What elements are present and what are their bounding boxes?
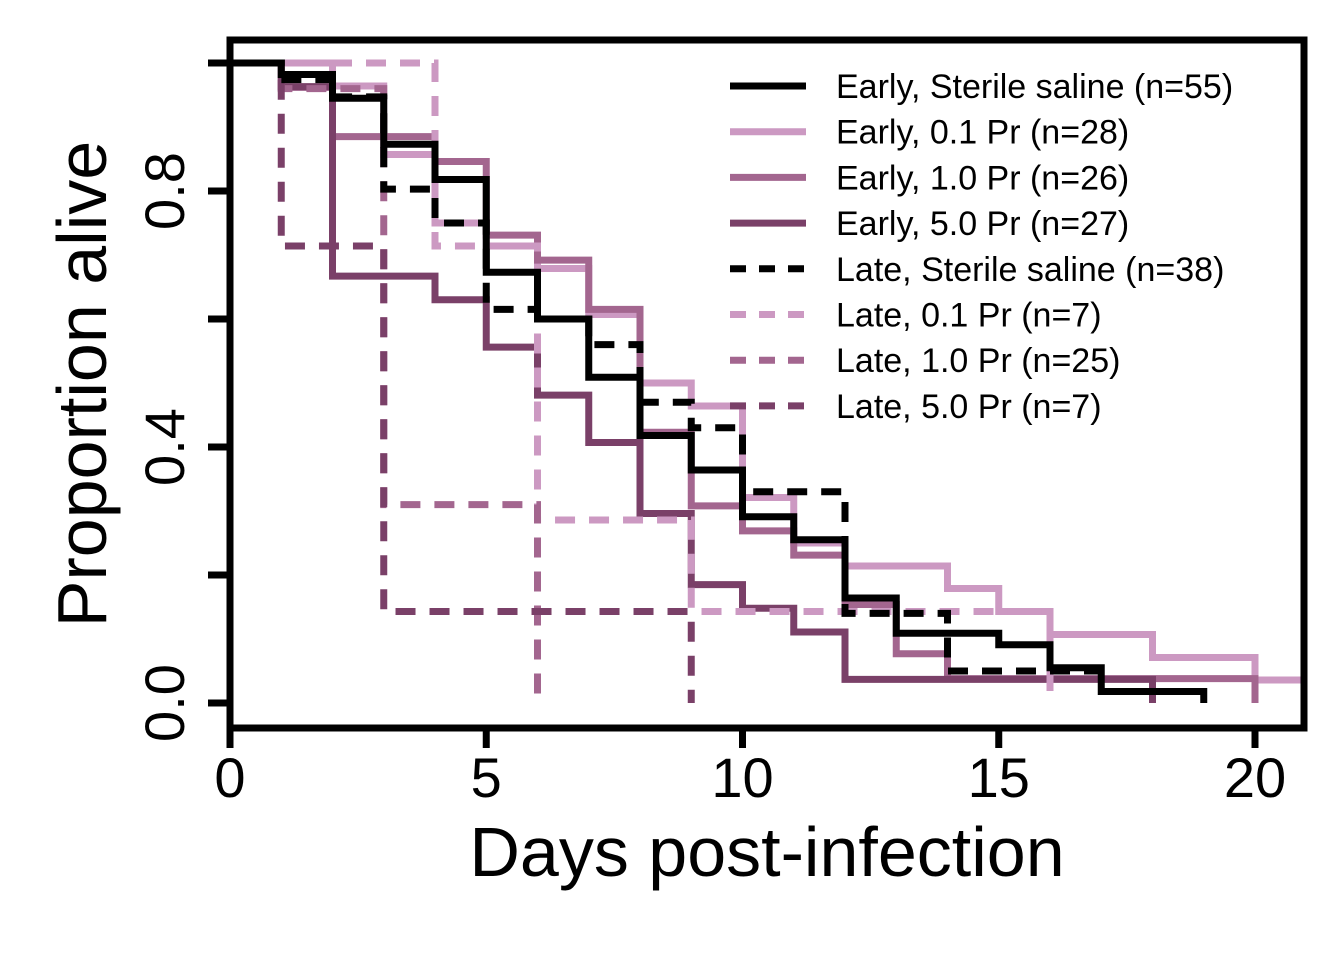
y-tick-label: 0.8 <box>133 152 196 230</box>
legend-label: Late, 0.1 Pr (n=7) <box>836 297 1102 335</box>
legend-label: Early, 0.1 Pr (n=28) <box>836 114 1129 152</box>
y-tick-label: 0.0 <box>133 664 196 742</box>
series-line-0 <box>230 59 1208 703</box>
x-tick-label: 5 <box>471 746 502 809</box>
x-axis-label: Days post-infection <box>469 813 1064 891</box>
axis-layer: 0 5 10 15 20 0.0 0.4 0.8 <box>133 59 1286 809</box>
legend-label: Late, 5.0 Pr (n=7) <box>836 388 1102 426</box>
x-tick-label: 10 <box>711 746 773 809</box>
legend-label: Late, 1.0 Pr (n=25) <box>836 342 1120 380</box>
x-tick-label: 15 <box>968 746 1030 809</box>
y-axis-label: Proportion alive <box>43 141 121 627</box>
series-layer <box>230 59 1304 703</box>
legend-label: Early, 1.0 Pr (n=26) <box>836 159 1129 197</box>
x-tick-label: 0 <box>214 746 245 809</box>
y-tick-label: 0.4 <box>133 408 196 486</box>
plot-frame <box>226 36 1308 732</box>
series-line-1 <box>230 59 1304 684</box>
legend-label: Late, Sterile saline (n=38) <box>836 251 1224 289</box>
legend: Early, Sterile saline (n=55) Early, 0.1 P… <box>730 68 1233 426</box>
legend-label: Early, 5.0 Pr (n=27) <box>836 205 1129 243</box>
series-line-3 <box>230 59 1156 703</box>
x-tick-label: 20 <box>1224 746 1286 809</box>
series-line-7 <box>230 59 695 703</box>
legend-label: Early, Sterile saline (n=55) <box>836 68 1233 106</box>
